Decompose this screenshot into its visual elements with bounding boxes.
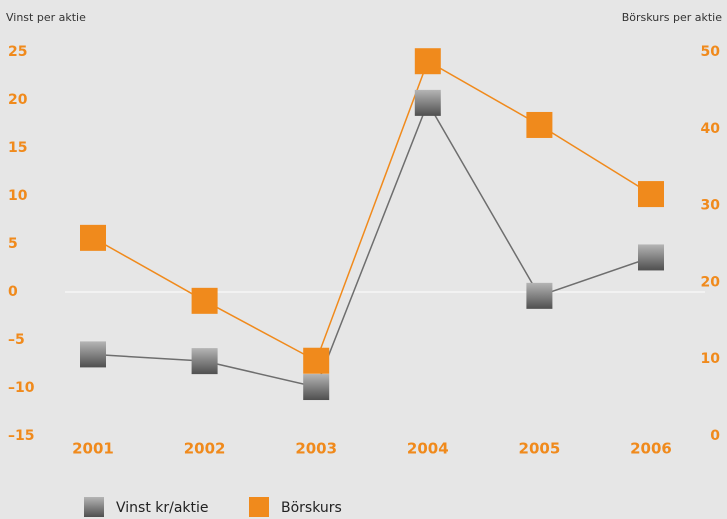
y2-tick-label: 30 [701,198,721,214]
y2-tick-label: 0 [710,428,720,444]
y2-axis-title: Börskurs per aktie [622,11,723,24]
legend-swatch [249,497,269,517]
y-tick-label: 25 [8,44,27,60]
x-tick-label: 2005 [519,440,561,458]
x-tick-label: 2003 [295,440,337,458]
series-line [92,101,652,388]
x-tick-label: 2002 [184,440,226,458]
y-tick-label: –5 [8,332,25,348]
marker [638,244,664,271]
legend-label: Vinst kr/aktie [116,500,209,516]
y2-tick-label: 40 [701,121,721,137]
legend-label: Börskurs [281,500,342,516]
y-tick-label: –15 [8,428,34,444]
marker [414,89,441,116]
marker [303,347,330,374]
marker [414,48,441,75]
y2-tick-label: 20 [701,274,721,290]
marker [638,181,664,208]
y-axis-title: Vinst per aktie [6,11,86,24]
y-tick-label: –10 [8,380,35,396]
x-tick-label: 2001 [72,440,114,458]
marker [191,287,218,314]
marker [80,341,106,368]
marker [526,111,553,138]
marker [526,282,553,309]
legend-swatch [84,497,104,517]
series-line [92,60,652,362]
marker [303,374,330,401]
y-tick-label: 10 [8,188,28,204]
y-tick-label: 20 [8,92,28,108]
marker [191,348,218,375]
y-tick-label: 5 [8,236,18,252]
y2-tick-label: 10 [701,351,721,367]
y-tick-label: 15 [8,140,27,156]
x-tick-label: 2006 [630,440,672,458]
y2-tick-label: 50 [701,44,721,60]
y-tick-label: 0 [8,284,18,300]
marker [80,224,106,251]
x-tick-label: 2004 [407,440,449,458]
